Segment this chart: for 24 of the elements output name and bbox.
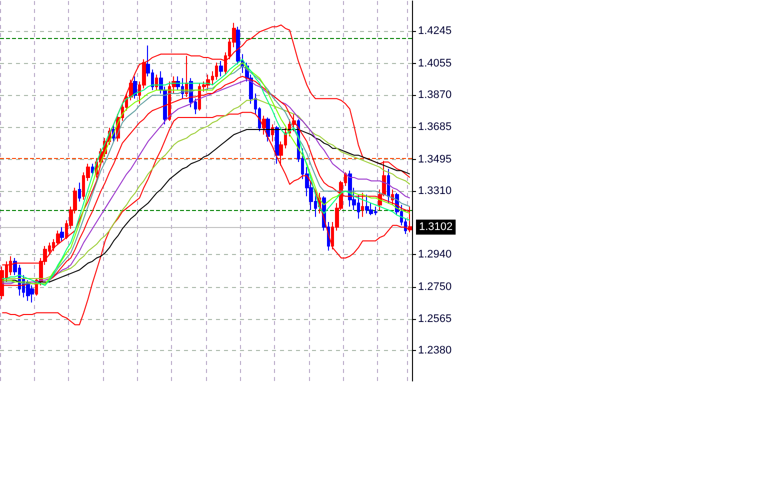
y-tick-label: 1.2750 bbox=[418, 281, 452, 294]
y-tick-label: 1.2380 bbox=[418, 344, 452, 357]
candlestick bbox=[262, 115, 266, 136]
candlestick bbox=[60, 226, 64, 242]
candlestick bbox=[133, 76, 137, 100]
ref-line-label: 1.3102 bbox=[419, 221, 453, 234]
y-tick-label: 1.4245 bbox=[418, 24, 452, 37]
y-tick-label: 1.2940 bbox=[418, 248, 452, 261]
candlestick bbox=[194, 98, 197, 115]
y-tick-label: 1.3310 bbox=[418, 185, 452, 198]
candlestick bbox=[361, 192, 364, 218]
y-tick-label: 1.3685 bbox=[418, 120, 452, 133]
candlestick bbox=[78, 182, 81, 202]
y-tick-label: 1.4055 bbox=[418, 58, 452, 70]
y-tick-label: 1.3870 bbox=[418, 89, 452, 102]
y-tick-label: 1.3495 bbox=[418, 153, 452, 166]
candlestick bbox=[91, 163, 94, 176]
candlestick bbox=[215, 62, 218, 80]
candlestick bbox=[219, 60, 223, 77]
candlestick bbox=[365, 194, 369, 214]
candlestick bbox=[387, 168, 390, 204]
y-tick-label: 1.2565 bbox=[418, 312, 452, 325]
candlestick bbox=[30, 284, 34, 304]
candlestick bbox=[275, 126, 279, 164]
